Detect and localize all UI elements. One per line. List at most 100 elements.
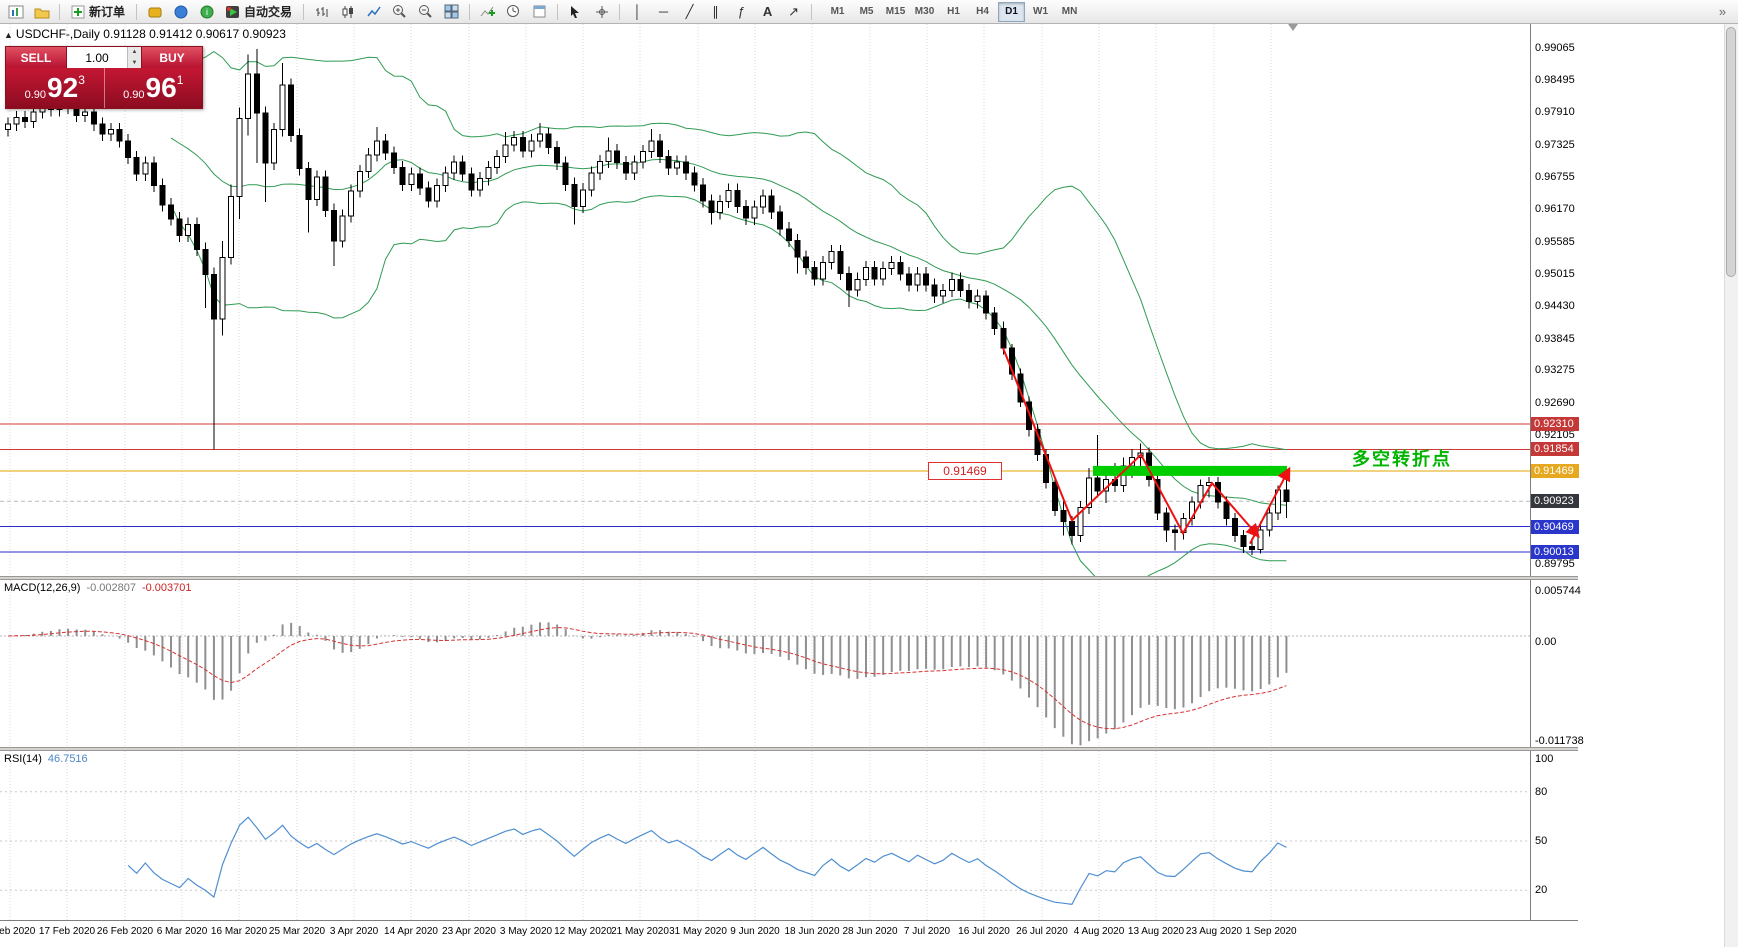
macd-title: MACD(12,26,9) [4,582,81,594]
timeframe-group: M1 M5 M15 M30 H1 H4 D1 W1 MN [823,1,1084,22]
vertical-line-icon[interactable]: │ [633,4,642,19]
chart-annotation-text[interactable]: 多空转折点 [1352,448,1452,469]
vertical-scrollbar[interactable] [1724,24,1738,947]
timeframe-m30[interactable]: M30 [914,6,935,17]
timeframe-mn[interactable]: MN [1061,6,1078,17]
date-label: 23 Apr 2020 [442,926,496,937]
macd-axis[interactable]: 0.005744 0.00 -0.011738 [1530,580,1584,747]
volume-down-button[interactable]: ▼ [128,57,141,68]
timeframe-h4[interactable]: H4 [976,6,989,17]
bar-chart-icon[interactable] [309,1,334,23]
buy-price[interactable]: 0.90 96 1 [105,68,203,108]
macd-canvas[interactable] [0,580,1530,747]
price-axis-label: 0.98495 [1535,73,1575,86]
date-label: 26 Jul 2020 [1016,926,1068,937]
price-axis-label: 0.96755 [1535,170,1575,183]
fibonacci-icon[interactable]: ƒ [737,4,746,19]
window-splitter[interactable] [0,576,1578,580]
volume-up-button[interactable]: ▲ [128,47,141,58]
timeframe-m5[interactable]: M5 [859,6,874,17]
toolbar-separator [469,3,471,20]
macd-axis-label: 0.00 [1535,635,1557,648]
rsi-axis-label: 100 [1535,753,1554,765]
date-label: 4 Aug 2020 [1073,926,1125,937]
chart-info: ▲ USDCHF-,Daily 0.91128 0.91412 0.90617 0… [4,27,286,41]
toolbar-separator [811,3,813,20]
periods-icon[interactable] [501,1,526,23]
sell-price[interactable]: 0.90 92 3 [6,68,105,108]
crosshair-icon[interactable] [589,1,614,23]
macd-value-signal: -0.003701 [141,582,192,594]
date-label: 21 May 2020 [611,926,669,937]
macd-axis-label: -0.011738 [1535,735,1584,747]
date-label: 7 Feb 2020 [0,926,36,937]
text-icon[interactable]: A [762,4,773,19]
chart-shift-marker[interactable] [1288,24,1298,31]
date-label: 3 May 2020 [499,926,553,937]
toolbar-overflow-icon[interactable]: » [1718,4,1727,19]
trendline-icon[interactable]: ╱ [685,3,694,19]
arrows-icon[interactable]: ↗ [788,3,799,19]
price-axis-label: 0.92690 [1535,396,1575,409]
sell-button[interactable]: SELL [6,47,66,68]
date-label: 16 Jul 2020 [958,926,1010,937]
date-label: 12 May 2020 [554,926,612,937]
macd-value-main: -0.002807 [86,582,136,594]
current-price-badge: 0.90923 [1531,494,1579,509]
zoom-out-icon[interactable] [413,1,438,23]
market-icon[interactable] [168,1,193,23]
new-order-button[interactable]: 新订单 [65,1,131,23]
date-label: 23 Aug 2020 [1185,926,1243,937]
price-axis-label: 0.95585 [1535,235,1575,248]
metaeditor-icon[interactable] [142,1,167,23]
symbol-marker-icon: ▲ [4,30,13,40]
date-label: 31 May 2020 [669,926,727,937]
profiles-icon[interactable] [29,1,54,23]
date-label: 26 Feb 2020 [96,926,154,937]
buy-button[interactable]: BUY [142,47,202,68]
timeframe-m1[interactable]: M1 [830,6,845,17]
price-badge: 0.90469 [1531,519,1579,534]
indicators-icon[interactable] [475,1,500,23]
price-chart-canvas[interactable] [0,24,1530,576]
window-splitter[interactable] [0,747,1578,751]
price-axis-label: 0.92105 [1535,429,1575,442]
rsi-axis[interactable]: 100 80 50 20 [1530,751,1579,920]
tile-windows-icon[interactable] [439,1,464,23]
rsi-header: RSI(14) 46.7516 [4,753,88,765]
timeframe-h1[interactable]: H1 [947,6,960,17]
timeframe-w1[interactable]: W1 [1033,6,1049,17]
price-axis-label: 0.94430 [1535,300,1575,313]
date-label: 25 Mar 2020 [268,926,326,937]
templates-icon[interactable] [527,1,552,23]
price-chart-window: ▲ USDCHF-,Daily 0.91128 0.91412 0.90617 0… [0,24,1579,576]
buy-price-big: 96 [145,72,177,103]
scrollbar-thumb[interactable] [1726,27,1736,277]
new-chart-icon[interactable] [3,1,28,23]
channel-icon[interactable]: ∥ [712,3,719,19]
rsi-canvas[interactable] [0,751,1530,920]
price-axis[interactable]: 0.99065 0.98495 0.97910 0.97325 0.96755 0.961… [1530,24,1579,576]
autotrading-icon [226,5,240,18]
timeframe-d1[interactable]: D1 [998,1,1026,22]
horizontal-line-icon[interactable]: ─ [658,4,669,19]
macd-axis-label: 0.005744 [1535,584,1581,597]
date-label: 6 Mar 2020 [156,926,208,937]
date-label: 28 Jun 2020 [842,926,898,937]
cursor-icon[interactable] [563,1,588,23]
new-order-icon [71,5,85,18]
zoom-in-icon[interactable] [387,1,412,23]
community-icon[interactable]: i [194,1,219,23]
toolbar-separator [303,3,305,20]
price-badge: 0.92310 [1531,417,1579,432]
volume-input[interactable]: 1.00 ▲ ▼ [66,47,142,68]
date-label: 9 Jun 2020 [730,926,780,937]
candlestick-chart-icon[interactable] [335,1,360,23]
line-chart-icon[interactable] [361,1,386,23]
price-axis-label: 0.97325 [1535,139,1575,152]
timeframe-m15[interactable]: M15 [885,6,906,17]
autotrading-button[interactable]: 自动交易 [220,1,298,23]
sell-price-small: 0.90 [24,89,47,101]
hline-price-label[interactable]: 0.91469 [928,461,1002,480]
